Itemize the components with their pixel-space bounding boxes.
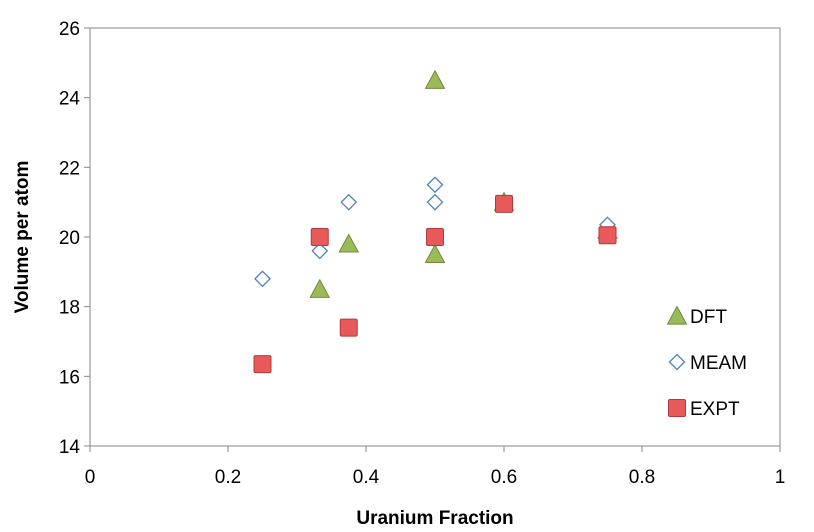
- point-expt: [427, 229, 444, 246]
- point-expt: [496, 195, 513, 212]
- x-tick-label: 1: [775, 467, 786, 488]
- x-tick-label: 0.8: [629, 467, 655, 488]
- y-tick-label: 26: [59, 19, 80, 40]
- x-tick-label: 0.4: [353, 467, 380, 488]
- legend-label: EXPT: [690, 399, 740, 420]
- point-expt: [599, 227, 616, 244]
- legend-item-expt: EXPT: [669, 399, 741, 420]
- y-tick-label: 24: [59, 89, 81, 110]
- point-expt: [254, 356, 271, 373]
- y-tick-label: 20: [59, 228, 80, 249]
- y-tick-label: 14: [59, 437, 81, 458]
- x-axis-ticks: 0 0.2 0.4 0.6 0.8 1: [85, 446, 786, 488]
- y-tick-label: 16: [59, 367, 80, 388]
- x-tick-label: 0.2: [215, 467, 241, 488]
- y-axis-title: Volume per atom: [12, 161, 33, 314]
- x-tick-label: 0.6: [491, 467, 517, 488]
- legend-marker-expt: [669, 400, 686, 417]
- x-axis-title: Uranium Fraction: [356, 508, 513, 529]
- y-axis-ticks: 14 16 18 20 22 24 26: [59, 19, 90, 458]
- y-tick-label: 18: [59, 298, 80, 319]
- point-expt: [340, 319, 357, 336]
- legend-label: DFT: [690, 307, 727, 328]
- legend-label: MEAM: [690, 353, 747, 374]
- point-expt: [311, 229, 328, 246]
- x-tick-label: 0: [85, 467, 96, 488]
- y-tick-label: 22: [59, 158, 80, 179]
